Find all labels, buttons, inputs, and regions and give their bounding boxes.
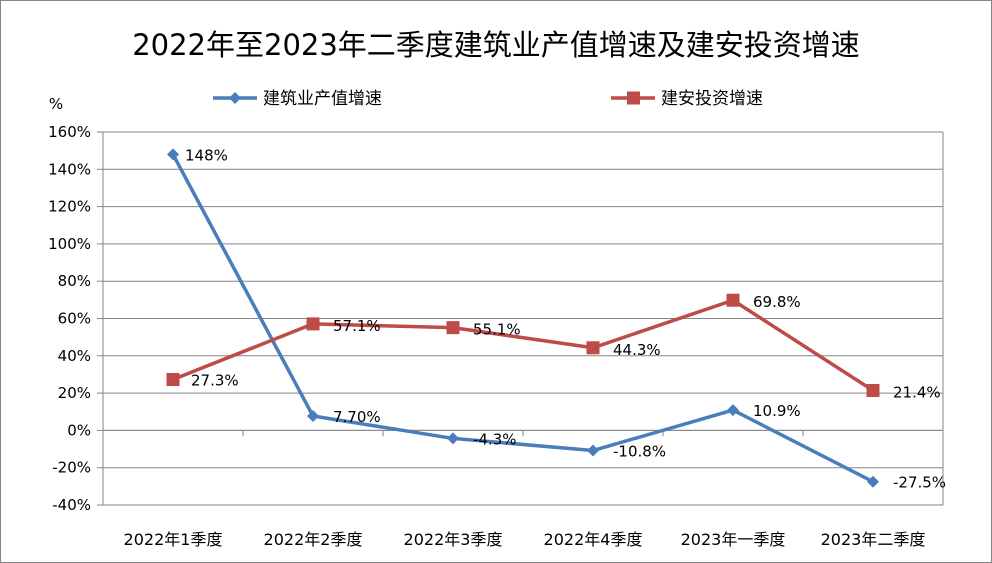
data-label: 55.1% xyxy=(473,321,521,339)
legend-marker xyxy=(627,91,640,105)
series-group xyxy=(166,148,880,488)
y-tick-label: 100% xyxy=(48,235,91,253)
data-label: 27.3% xyxy=(191,371,239,389)
y-tick-labels: 160% 140% 120% 100% 80% 60% 40% 20% 0% -20% -40% xyxy=(48,123,91,514)
data-point xyxy=(586,341,600,355)
axes xyxy=(97,131,944,506)
x-tick-label: 2022年3季度 xyxy=(404,530,503,549)
data-point xyxy=(866,383,880,397)
y-axis-unit: % xyxy=(49,95,63,113)
data-point xyxy=(867,475,879,488)
data-label: 21.4% xyxy=(893,383,941,401)
legend-label: 建筑业产值增速 xyxy=(263,89,382,109)
y-tick-label: 160% xyxy=(48,123,91,141)
y-tick-label: -20% xyxy=(52,459,91,477)
legend-marker xyxy=(229,92,241,104)
data-point xyxy=(167,148,179,161)
data-label: 44.3% xyxy=(613,341,661,359)
data-label: 10.9% xyxy=(753,402,801,420)
chart-title: 2022年至2023年二季度建筑业产值增速及建安投资增速 xyxy=(132,28,860,62)
x-tick-label: 2023年一季度 xyxy=(681,530,786,549)
data-point xyxy=(587,444,599,457)
data-label: -27.5% xyxy=(893,474,946,492)
data-point xyxy=(446,321,460,335)
x-tick-label: 2023年二季度 xyxy=(821,530,926,549)
y-tick-label: 0% xyxy=(67,421,91,439)
y-tick-label: 140% xyxy=(48,160,91,178)
series-line-1 xyxy=(171,153,874,484)
x-tick-labels: 2022年1季度 2022年2季度 2022年3季度 2022年4季度 2023年一季度… xyxy=(124,530,926,549)
series-line-2 xyxy=(172,298,874,392)
legend-label: 建安投资增速 xyxy=(661,89,763,109)
data-point xyxy=(726,293,740,307)
data-label: -4.3% xyxy=(473,430,517,448)
x-tick-label: 2022年2季度 xyxy=(264,530,363,549)
y-tick-label: 120% xyxy=(48,198,91,216)
legend: 建筑业产值增速 建安投资增速 xyxy=(213,89,763,109)
x-tick-label: 2022年1季度 xyxy=(124,530,223,549)
y-tick-label: 40% xyxy=(58,347,91,365)
data-label: 69.8% xyxy=(753,293,801,311)
data-label: -10.8% xyxy=(613,443,666,461)
data-labels: 148% 7.70% -4.3% -10.8% 10.9% -27.5% 27.3% 57.1… xyxy=(185,146,946,491)
data-point xyxy=(306,317,320,331)
y-tick-label: 60% xyxy=(58,310,91,328)
y-tick-label: -40% xyxy=(52,496,91,514)
x-tick-label: 2022年4季度 xyxy=(544,530,643,549)
data-label: 7.70% xyxy=(333,408,381,426)
data-label: 57.1% xyxy=(333,317,381,335)
data-point xyxy=(307,410,319,423)
data-point xyxy=(727,404,739,417)
data-label: 148% xyxy=(185,146,228,164)
y-tick-label: 80% xyxy=(58,272,91,290)
data-point xyxy=(166,372,180,386)
data-point xyxy=(447,432,459,445)
y-tick-label: 20% xyxy=(58,384,91,402)
gridlines xyxy=(103,131,943,506)
